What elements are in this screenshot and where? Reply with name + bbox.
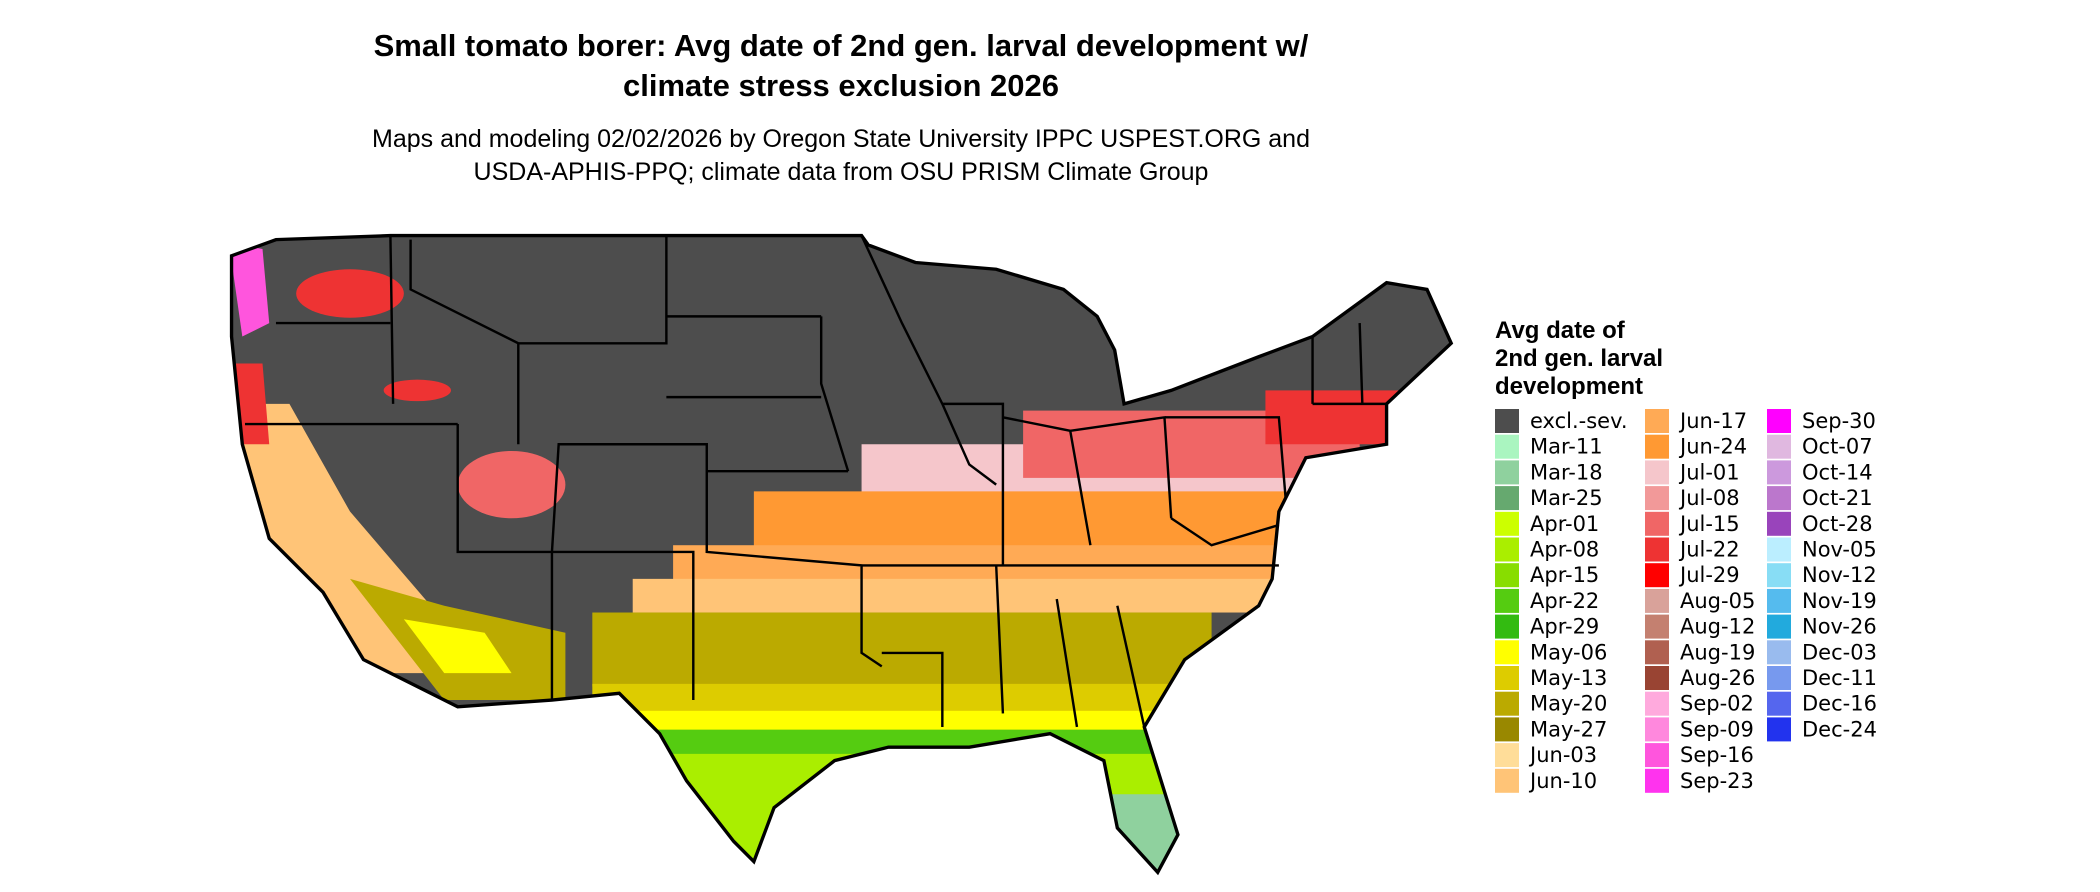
legend-swatch: [1645, 460, 1669, 485]
legend-label: Apr-08: [1530, 538, 1599, 562]
legend-swatch: [1495, 717, 1519, 742]
legend-swatch: [1495, 511, 1519, 536]
legend-label: Apr-22: [1530, 589, 1599, 613]
title: climate stress exclusion 2026: [623, 68, 1059, 103]
legend-label: Nov-26: [1802, 615, 1877, 639]
legend-title: Avg date of: [1495, 317, 1626, 344]
legend-label: Jul-08: [1678, 486, 1740, 510]
subtitle: Maps and modeling 02/02/2026 by Oregon S…: [372, 125, 1310, 153]
legend-swatch: [1645, 588, 1669, 613]
legend-swatch: [1495, 640, 1519, 665]
legend-label: Sep-02: [1680, 692, 1754, 716]
legend-label: May-27: [1530, 717, 1607, 741]
legend-swatch: [1767, 486, 1791, 511]
subtitle: USDA-APHIS-PPQ; climate data from OSU PR…: [474, 158, 1209, 186]
legend-label: Nov-05: [1802, 538, 1877, 562]
legend-swatch: [1645, 614, 1669, 639]
legend-label: Mar-11: [1530, 435, 1603, 459]
legend-label: Jun-10: [1528, 769, 1597, 793]
legend-label: Oct-28: [1802, 512, 1873, 536]
legend-swatch: [1767, 409, 1791, 433]
legend-label: Oct-14: [1802, 460, 1873, 484]
legend-swatch: [1645, 717, 1669, 742]
legend-label: Jul-15: [1678, 512, 1740, 536]
legend-label: Jun-03: [1528, 743, 1597, 767]
legend-swatch: [1495, 434, 1519, 459]
legend-label: Sep-16: [1680, 743, 1754, 767]
legend-swatch: [1767, 717, 1791, 742]
legend-label: Aug-26: [1680, 666, 1755, 690]
legend-label: Jul-22: [1678, 538, 1740, 562]
legend-swatch: [1645, 743, 1669, 768]
legend-swatch: [1645, 486, 1669, 511]
legend-swatch: [1767, 434, 1791, 459]
legend-label: May-20: [1530, 692, 1607, 716]
legend-swatch: [1767, 666, 1791, 690]
legend-title: 2nd gen. larval: [1495, 345, 1663, 372]
legend-swatch: [1645, 434, 1669, 459]
legend-swatch: [1495, 486, 1519, 511]
legend-label: Aug-19: [1680, 640, 1755, 664]
legend-swatch: [1767, 640, 1791, 665]
legend-label: Dec-11: [1802, 666, 1877, 690]
legend-swatch: [1645, 768, 1669, 793]
legend-swatch: [1495, 537, 1519, 562]
legend-label: Apr-15: [1530, 563, 1599, 587]
legend-swatch: [1495, 666, 1519, 690]
legend-swatch: [1767, 588, 1791, 613]
legend-label: Jul-01: [1678, 460, 1740, 484]
legend-label: Jun-24: [1678, 435, 1747, 459]
legend-label: May-13: [1530, 666, 1607, 690]
legend: excl.-sev.Mar-11Mar-18Mar-25Apr-01Apr-08…: [1495, 409, 1877, 793]
legend-label: Apr-01: [1530, 512, 1599, 536]
legend-label: Jul-29: [1678, 563, 1740, 587]
legend-swatch: [1495, 743, 1519, 768]
legend-label: Jun-17: [1678, 409, 1747, 433]
legend-swatch: [1767, 511, 1791, 536]
legend-label: Dec-16: [1802, 692, 1877, 716]
title: Small tomato borer: Avg date of 2nd gen.…: [374, 28, 1309, 63]
legend-swatch: [1645, 640, 1669, 665]
legend-label: Sep-09: [1680, 717, 1754, 741]
legend-label: Oct-07: [1802, 435, 1873, 459]
legend-swatch: [1495, 588, 1519, 613]
legend-swatch: [1495, 409, 1519, 433]
legend-label: Aug-12: [1680, 615, 1755, 639]
legend-swatch: [1767, 460, 1791, 485]
legend-label: Apr-29: [1530, 615, 1599, 639]
legend-label: Nov-12: [1802, 563, 1877, 587]
legend-label: Oct-21: [1802, 486, 1873, 510]
legend-swatch: [1767, 691, 1791, 716]
legend-label: Nov-19: [1802, 589, 1877, 613]
legend-swatch: [1495, 460, 1519, 485]
legend-label: May-06: [1530, 640, 1607, 664]
legend-swatch: [1645, 691, 1669, 716]
legend-swatch: [1645, 563, 1669, 588]
legend-swatch: [1495, 563, 1519, 588]
legend-swatch: [1495, 768, 1519, 793]
legend-label: Aug-05: [1680, 589, 1755, 613]
legend-swatch: [1645, 409, 1669, 433]
legend-label: Mar-25: [1530, 486, 1603, 510]
legend-swatch: [1645, 666, 1669, 690]
us-map: [229, 233, 1453, 875]
legend-label: Dec-03: [1802, 640, 1877, 664]
legend-swatch: [1767, 563, 1791, 588]
legend-label: Sep-23: [1680, 769, 1754, 793]
legend-label: Sep-30: [1802, 409, 1876, 433]
legend-swatch: [1767, 614, 1791, 639]
legend-label: excl.-sev.: [1530, 409, 1628, 433]
legend-swatch: [1645, 537, 1669, 562]
legend-label: Mar-18: [1530, 460, 1603, 484]
legend-swatch: [1767, 537, 1791, 562]
legend-label: Dec-24: [1802, 717, 1877, 741]
legend-swatch: [1495, 691, 1519, 716]
legend-swatch: [1495, 614, 1519, 639]
legend-swatch: [1645, 511, 1669, 536]
legend-title: development: [1495, 373, 1643, 400]
